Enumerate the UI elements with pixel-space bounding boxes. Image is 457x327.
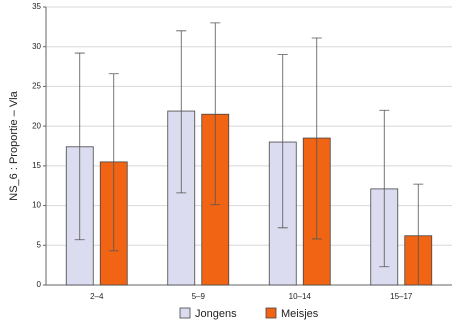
x-tick-label: 15–17 [390, 292, 413, 301]
legend-label: Jongens [195, 308, 237, 320]
error-bar [108, 73, 119, 252]
error-bar [210, 22, 221, 206]
x-tick-label: 2–4 [90, 292, 104, 301]
y-axis-label: NS_6 : Proportie – Vla [8, 90, 20, 200]
y-tick-label: 5 [37, 240, 42, 249]
y-tick-label: 15 [32, 161, 41, 170]
y-tick-label: 25 [32, 82, 41, 91]
y-tick-label: 0 [37, 280, 42, 289]
y-tick-label: 30 [32, 42, 41, 51]
error-bar [311, 37, 322, 240]
y-tick-label: 35 [32, 2, 41, 11]
y-tick-label: 20 [32, 121, 41, 130]
error-bar [413, 183, 424, 286]
legend-label: Meisjes [281, 308, 319, 320]
x-tick-label: 10–14 [289, 292, 312, 301]
error-bar [74, 52, 85, 241]
legend-swatch [265, 307, 277, 319]
y-tick-label: 10 [32, 201, 41, 210]
x-tick-label: 5–9 [192, 292, 206, 301]
error-bar [176, 30, 187, 194]
legend-swatch [179, 307, 191, 319]
error-bar [379, 109, 390, 268]
error-bar [277, 54, 288, 229]
